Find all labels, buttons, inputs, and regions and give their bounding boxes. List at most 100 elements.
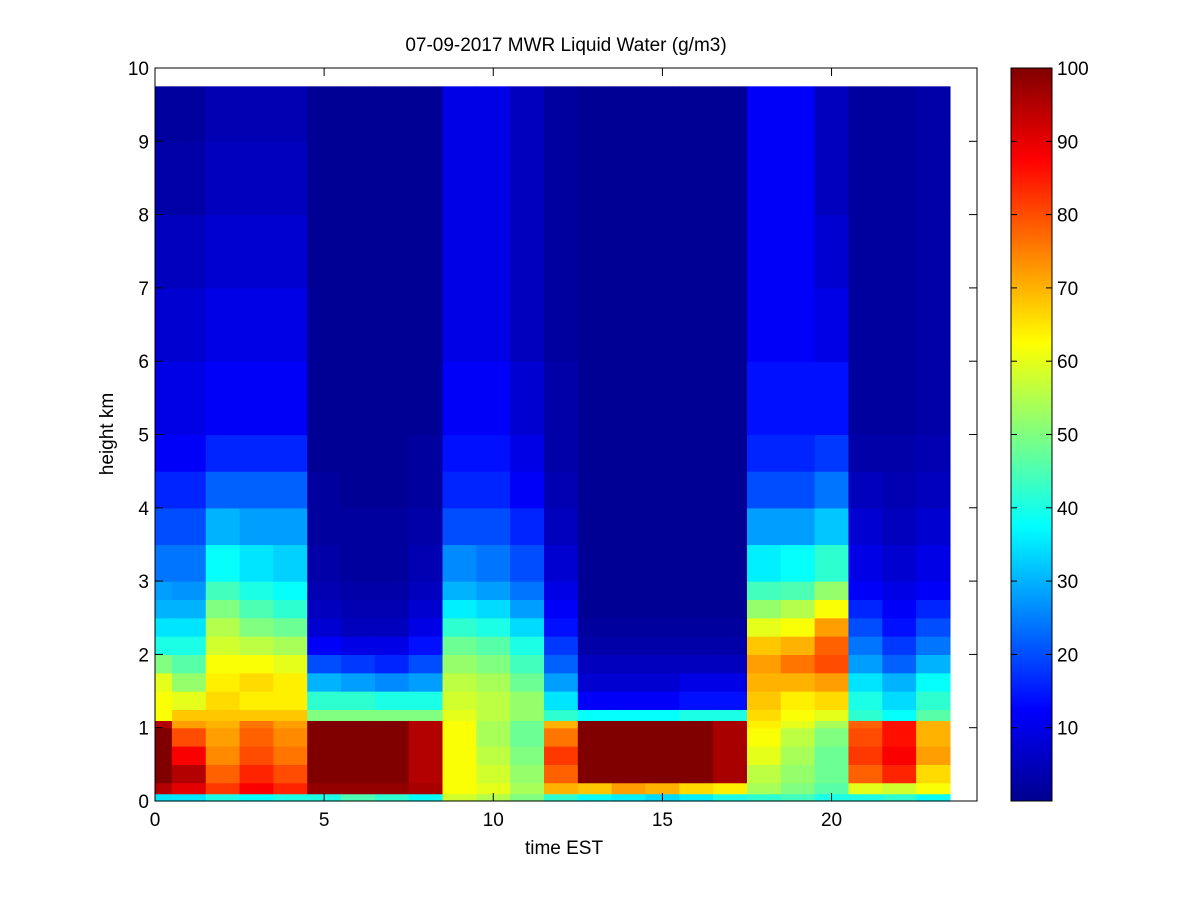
heatmap-cell	[611, 544, 647, 582]
heatmap-cell	[476, 544, 511, 582]
heatmap-cell	[442, 672, 477, 692]
heatmap-cell	[780, 636, 816, 655]
heatmap-cell	[408, 727, 444, 747]
heatmap-cell	[780, 672, 816, 692]
heatmap-cell	[780, 507, 816, 546]
heatmap-cell	[916, 672, 951, 692]
heatmap-cell	[408, 746, 444, 765]
heatmap-cell	[239, 746, 274, 765]
y-axis-ticks: 0 1 2 3 4 5 6 7 8 9 10	[128, 59, 977, 813]
heatmap-cell	[916, 471, 951, 509]
heatmap-cell	[916, 654, 951, 674]
y-tick-label: 9	[138, 132, 149, 153]
heatmap-cell	[171, 581, 207, 601]
heatmap-cell	[476, 654, 511, 674]
heatmap-cell	[916, 544, 951, 582]
heatmap-cell	[814, 214, 850, 289]
heatmap-cell	[476, 672, 511, 692]
heatmap-cell	[510, 361, 545, 436]
heatmap-cell	[577, 507, 613, 546]
heatmap-cell	[155, 636, 173, 655]
y-tick-label: 5	[138, 426, 149, 447]
heatmap-cell	[442, 599, 477, 619]
heatmap-cell	[814, 287, 850, 362]
heatmap-cell	[780, 691, 816, 710]
heatmap-cell	[510, 793, 545, 802]
heatmap-cell	[645, 720, 680, 729]
heatmap-cell	[155, 507, 173, 546]
heatmap-cell	[273, 709, 308, 721]
heatmap-cell	[205, 636, 241, 655]
x-axis-label: time EST	[525, 838, 604, 859]
heatmap-cell	[780, 361, 816, 436]
heatmap-cell	[273, 793, 308, 802]
heatmap-cell	[273, 691, 308, 710]
colorbar-tick-label: 100	[1057, 59, 1089, 80]
heatmap-cell	[882, 581, 917, 601]
heatmap-cell	[882, 471, 917, 509]
heatmap-cell	[510, 86, 545, 142]
heatmap-cell	[780, 654, 816, 674]
heatmap-cell	[273, 764, 308, 784]
heatmap-cell	[374, 727, 410, 747]
heatmap-cell	[611, 86, 647, 142]
heatmap-cell	[205, 720, 241, 729]
heatmap-cell	[645, 581, 680, 601]
heatmap-cell	[155, 793, 173, 802]
heatmap-cell	[713, 720, 748, 729]
heatmap-cell	[205, 287, 241, 362]
heatmap-cell	[341, 654, 376, 674]
heatmap-cell	[273, 654, 308, 674]
heatmap-cell	[205, 471, 241, 509]
heatmap-cell	[713, 599, 748, 619]
heatmap-cell	[577, 793, 613, 802]
heatmap-cell	[645, 86, 680, 142]
x-tick-label: 5	[319, 810, 330, 831]
heatmap-cell	[374, 654, 410, 674]
heatmap-cell	[645, 361, 680, 436]
heatmap-cell	[916, 709, 951, 721]
heatmap-cell	[205, 709, 241, 721]
heatmap-cell	[155, 581, 173, 601]
y-tick-label: 2	[138, 645, 149, 666]
heatmap-cell	[679, 764, 714, 784]
heatmap-cell	[679, 544, 714, 582]
heatmap-cell	[374, 793, 410, 802]
heatmap-cell	[882, 720, 917, 729]
heatmap-cell	[442, 507, 477, 546]
heatmap-cell	[814, 709, 850, 721]
heatmap-cell	[171, 720, 207, 729]
heatmap-cell	[273, 782, 308, 795]
heatmap-cell	[780, 617, 816, 637]
heatmap-cell	[780, 720, 816, 729]
heatmap-cell	[341, 672, 376, 692]
y-tick-label: 8	[138, 206, 149, 227]
heatmap-cell	[205, 672, 241, 692]
heatmap-cell	[442, 720, 477, 729]
heatmap-cell	[645, 287, 680, 362]
heatmap-cell	[814, 361, 850, 436]
heatmap-cell	[239, 672, 274, 692]
heatmap-cell	[307, 86, 342, 142]
heatmap-cell	[341, 691, 376, 710]
heatmap-cell	[577, 727, 613, 747]
heatmap-cell	[814, 434, 850, 472]
heatmap-cell	[577, 141, 613, 216]
heatmap-cell	[848, 793, 883, 802]
heatmap-cell	[273, 727, 308, 747]
heatmap-cell	[155, 672, 173, 692]
heatmap-cell	[679, 636, 714, 655]
heatmap-cell	[408, 544, 444, 582]
heatmap-cell	[713, 782, 748, 795]
heatmap-cell	[442, 361, 477, 436]
heatmap-cell	[171, 672, 207, 692]
heatmap-cell	[476, 599, 511, 619]
heatmap-cell	[713, 793, 748, 802]
heatmap-cell	[307, 636, 342, 655]
heatmap-cell	[442, 654, 477, 674]
heatmap-cell	[814, 727, 850, 747]
heatmap-cell	[408, 434, 444, 472]
heatmap-cell	[645, 691, 680, 710]
heatmap-cell	[544, 141, 579, 216]
heatmap-cell	[882, 617, 917, 637]
